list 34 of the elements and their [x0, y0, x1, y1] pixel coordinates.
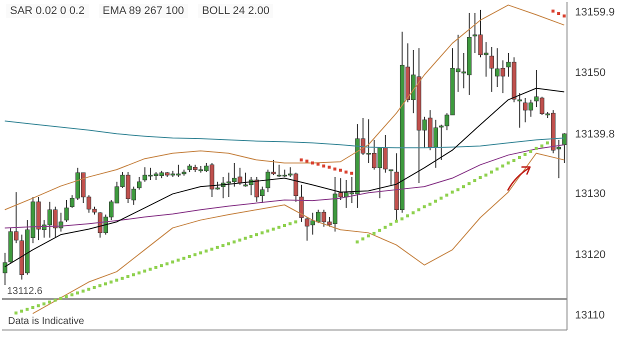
point — [350, 172, 354, 175]
point — [344, 170, 348, 174]
point — [338, 168, 342, 172]
point — [562, 14, 566, 18]
candlestick — [388, 169, 394, 186]
annotation: Data is Indicative — [8, 316, 84, 327]
point — [322, 164, 326, 168]
line-series — [4, 120, 565, 148]
point — [300, 158, 303, 162]
point — [310, 161, 314, 164]
point — [316, 162, 320, 166]
annotation: SAR 0.02 0 0.2 — [6, 4, 89, 18]
point — [333, 168, 336, 171]
line-series — [4, 4, 565, 210]
y-tick-label: 13120 — [575, 248, 606, 261]
y-tick-label: 13150 — [575, 66, 606, 79]
y-tick-label: 13159.9 — [575, 6, 615, 19]
annotation: BOLL 24 2.00 — [198, 4, 274, 18]
point — [305, 160, 308, 163]
candlestick — [562, 132, 567, 164]
candlestick — [2, 252, 8, 286]
candlestick — [137, 176, 142, 190]
candlestick — [489, 46, 494, 92]
point — [557, 12, 560, 16]
point — [552, 10, 555, 13]
y-tick-label: 13139.8 — [575, 128, 615, 141]
annotation: EMA 89 267 100 — [98, 4, 188, 18]
ref-line-label: 13112.6 — [7, 286, 43, 298]
candlestick — [517, 92, 522, 128]
y-tick-label: 13130 — [575, 188, 606, 200]
candlestick — [64, 200, 69, 222]
y-tick-label: 13110 — [575, 310, 605, 322]
candlestick — [299, 184, 304, 222]
point — [328, 166, 331, 169]
